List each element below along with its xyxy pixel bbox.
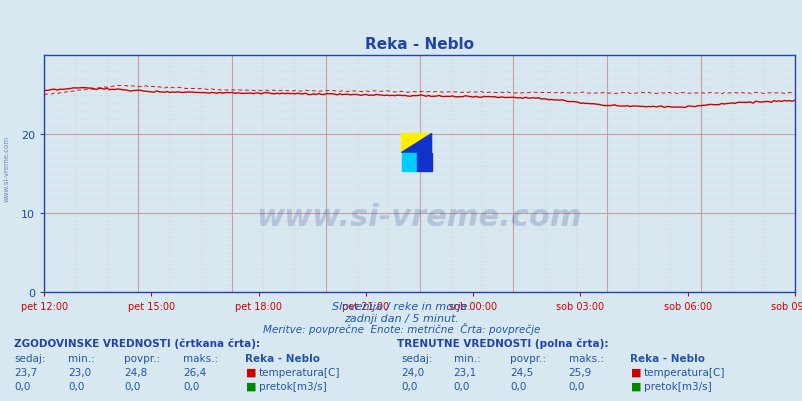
- Text: 0,0: 0,0: [401, 381, 417, 391]
- Text: min.:: min.:: [453, 353, 480, 363]
- Text: 23,1: 23,1: [453, 367, 476, 377]
- Text: 23,0: 23,0: [68, 367, 91, 377]
- Text: 23,7: 23,7: [14, 367, 38, 377]
- Text: www.si-vreme.com: www.si-vreme.com: [257, 203, 581, 231]
- Text: 26,4: 26,4: [183, 367, 206, 377]
- Text: 0,0: 0,0: [68, 381, 84, 391]
- Text: povpr.:: povpr.:: [509, 353, 545, 363]
- Text: 0,0: 0,0: [124, 381, 140, 391]
- Text: maks.:: maks.:: [568, 353, 603, 363]
- Text: Slovenija / reke in morje.: Slovenija / reke in morje.: [331, 302, 471, 312]
- Bar: [416, 153, 431, 172]
- Text: ■: ■: [245, 381, 256, 391]
- Text: povpr.:: povpr.:: [124, 353, 160, 363]
- Text: ■: ■: [245, 367, 256, 377]
- Text: ■: ■: [630, 367, 641, 377]
- Text: 0,0: 0,0: [509, 381, 525, 391]
- Text: www.si-vreme.com: www.si-vreme.com: [3, 136, 10, 201]
- Title: Reka - Neblo: Reka - Neblo: [365, 37, 473, 52]
- Polygon shape: [401, 134, 431, 153]
- Text: zadnji dan / 5 minut.: zadnji dan / 5 minut.: [343, 313, 459, 323]
- Polygon shape: [401, 134, 431, 153]
- Text: ZGODOVINSKE VREDNOSTI (črtkana črta):: ZGODOVINSKE VREDNOSTI (črtkana črta):: [14, 337, 261, 348]
- Text: 25,9: 25,9: [568, 367, 591, 377]
- Text: TRENUTNE VREDNOSTI (polna črta):: TRENUTNE VREDNOSTI (polna črta):: [397, 337, 608, 348]
- Text: pretok[m3/s]: pretok[m3/s]: [258, 381, 326, 391]
- Text: 0,0: 0,0: [14, 381, 30, 391]
- Text: pretok[m3/s]: pretok[m3/s]: [643, 381, 711, 391]
- Text: sedaj:: sedaj:: [401, 353, 432, 363]
- Text: 24,5: 24,5: [509, 367, 533, 377]
- Text: 0,0: 0,0: [183, 381, 199, 391]
- Text: Reka - Neblo: Reka - Neblo: [245, 353, 319, 363]
- Text: temperatura[C]: temperatura[C]: [258, 367, 339, 377]
- Text: sedaj:: sedaj:: [14, 353, 46, 363]
- Bar: [401, 153, 416, 172]
- Text: 24,0: 24,0: [401, 367, 424, 377]
- Text: 0,0: 0,0: [568, 381, 584, 391]
- Text: temperatura[C]: temperatura[C]: [643, 367, 724, 377]
- Text: 24,8: 24,8: [124, 367, 148, 377]
- Text: maks.:: maks.:: [183, 353, 218, 363]
- Text: 0,0: 0,0: [453, 381, 469, 391]
- Text: min.:: min.:: [68, 353, 95, 363]
- Text: Meritve: povprečne  Enote: metrične  Črta: povprečje: Meritve: povprečne Enote: metrične Črta:…: [262, 322, 540, 334]
- Text: Reka - Neblo: Reka - Neblo: [630, 353, 704, 363]
- Text: ■: ■: [630, 381, 641, 391]
